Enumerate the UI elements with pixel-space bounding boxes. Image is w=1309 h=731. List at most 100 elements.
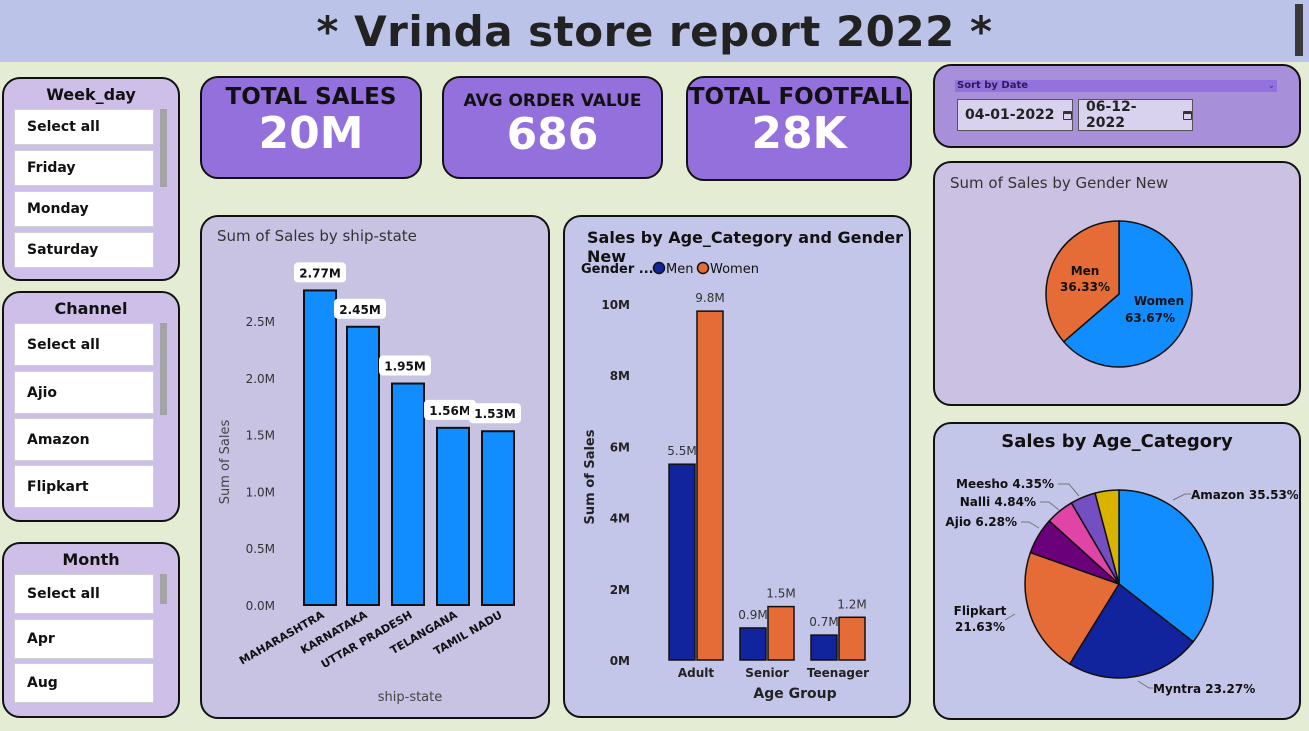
slice-label: Nalli 4.84% (960, 495, 1036, 509)
bar (391, 382, 425, 606)
y-tick-label: 2M (610, 583, 630, 597)
pie-slice (1068, 582, 1195, 679)
leader-line (1040, 501, 1060, 511)
y-axis-label: Sum of Sales (218, 420, 233, 505)
y-tick-label: 0.5M (246, 542, 275, 556)
channel-option[interactable]: Flipkart (14, 465, 154, 508)
channel-option[interactable]: Select all (14, 323, 154, 366)
data-label: 1.95M (384, 360, 426, 374)
x-axis-label: Age Group (753, 686, 836, 702)
data-label: 1.5M (766, 587, 795, 601)
y-tick-label: 1.0M (246, 485, 275, 499)
ship-state-chart-title: Sum of Sales by ship-state (217, 227, 417, 245)
y-tick-label: 10M (601, 298, 630, 312)
month-option[interactable]: Apr (14, 619, 154, 659)
legend-marker (696, 261, 710, 275)
bar (696, 310, 724, 661)
weekday-option[interactable]: Select all (14, 109, 154, 145)
age-gender-bar-chart: Gender ... Men Women 0M 2M 4M 6M 8M 10M Sum of Sa… (581, 261, 869, 702)
slice-label: Meesho 4.35% (956, 477, 1054, 491)
bar (346, 325, 380, 606)
month-option[interactable]: Select all (14, 574, 154, 614)
month-option[interactable]: Aug (14, 663, 154, 703)
weekday-option[interactable]: Saturday (14, 232, 154, 268)
date-slicer: Sort by Date ⌄ 04-01-2022 06-12-2022 (933, 64, 1301, 148)
y-tick-label: 8M (610, 369, 630, 383)
channel-slicer: Channel Select all Ajio Amazon Flipkart (2, 291, 180, 522)
x-tick-label: Senior (745, 666, 789, 680)
bar (436, 426, 470, 606)
leader-line (1058, 483, 1080, 497)
data-label: 0.9M (738, 608, 767, 622)
report-header: * Vrinda store report 2022 * (0, 0, 1309, 62)
weekday-option[interactable]: Monday (14, 191, 154, 227)
channel-option[interactable]: Amazon (14, 418, 154, 461)
gender-pie-panel: Sum of Sales by Gender New Women 63.67% Me… (933, 161, 1301, 406)
end-date-value: 06-12-2022 (1086, 99, 1137, 131)
ship-state-chart-panel: Sum of Sales by ship-state 0.0M 0.5M 1.0M 1… (200, 215, 550, 719)
x-tick-label: Teenager (807, 666, 869, 680)
slice-label: Flipkart (954, 604, 1007, 618)
ship-state-bar-chart: 0.0M 0.5M 1.0M 1.5M 2.0M 2.5M Sum of Sales ship… (218, 262, 521, 705)
weekday-scrollbar[interactable] (160, 109, 167, 187)
weekday-slicer: Week_day Select all Friday Monday Saturd… (2, 77, 180, 281)
data-label: 1.2M (837, 597, 866, 611)
pie-slice (1024, 551, 1121, 666)
slice-label: 63.67% (1125, 311, 1175, 325)
y-tick-label: 2.5M (246, 315, 275, 329)
y-tick-label: 0M (610, 654, 630, 668)
start-date-value: 04-01-2022 (965, 107, 1055, 123)
data-label: 1.53M (474, 407, 516, 421)
weekday-slicer-title: Week_day (46, 85, 136, 104)
kpi-value: 20M (258, 108, 364, 159)
leader-line (1172, 493, 1191, 501)
x-axis-label: ship-state (378, 690, 443, 705)
bar (481, 430, 515, 606)
data-label-bg (424, 399, 476, 420)
leader-line (1021, 521, 1040, 529)
gender-pie-chart: Women 63.67% Men 36.33% (1045, 220, 1193, 368)
legend-label: Women (710, 262, 759, 277)
y-tick-label: 4M (610, 512, 630, 526)
legend-marker (652, 261, 666, 275)
chevron-down-icon[interactable]: ⌄ (1267, 81, 1275, 91)
pie-slice (1118, 489, 1214, 643)
slice-label: Men (1071, 264, 1100, 278)
kpi-label: TOTAL FOOTFALL (688, 84, 910, 110)
y-tick-label: 1.5M (246, 429, 275, 443)
weekday-option[interactable]: Friday (14, 150, 154, 186)
data-label-bg (379, 355, 431, 376)
slice-label: Amazon 35.53% (1191, 488, 1298, 502)
kpi-label: AVG ORDER VALUE (463, 91, 642, 111)
date-slicer-title: Sort by Date (957, 80, 1029, 91)
slice-label: Women (1134, 294, 1184, 308)
channel-scrollbar[interactable] (160, 323, 167, 415)
data-label: 1.56M (429, 404, 471, 418)
data-label-bg (294, 262, 346, 283)
month-scrollbar[interactable] (160, 574, 167, 604)
kpi-total-sales: TOTAL SALES 20M (200, 76, 422, 179)
month-slicer-title: Month (62, 550, 120, 569)
data-label-bg (469, 403, 521, 424)
calendar-icon[interactable] (1183, 110, 1192, 120)
bar (810, 634, 838, 661)
data-label: 2.77M (299, 266, 341, 280)
y-tick-label: 0.0M (246, 599, 275, 613)
date-slicer-header[interactable]: Sort by Date ⌄ (955, 80, 1277, 92)
y-tick-label: 2.0M (246, 372, 275, 386)
end-date-input[interactable]: 06-12-2022 (1078, 99, 1193, 131)
kpi-value: 28K (751, 108, 847, 159)
channel-option[interactable]: Ajio (14, 371, 154, 414)
calendar-icon[interactable] (1062, 110, 1072, 120)
data-label-bg (334, 298, 386, 319)
slice-label: 36.33% (1060, 280, 1110, 294)
leader-line (1137, 680, 1153, 689)
gender-pie-title: Sum of Sales by Gender New (950, 174, 1169, 192)
start-date-input[interactable]: 04-01-2022 (957, 99, 1073, 131)
data-label: 0.7M (809, 615, 838, 629)
bar (303, 289, 337, 607)
channel-pie-chart: Amazon 35.53% Myntra 23.27% Flipkart 21.63%… (945, 477, 1298, 696)
kpi-label: TOTAL SALES (225, 84, 397, 110)
kpi-total-footfall: TOTAL FOOTFALL 28K (686, 76, 912, 181)
pie-slice (1062, 220, 1193, 368)
